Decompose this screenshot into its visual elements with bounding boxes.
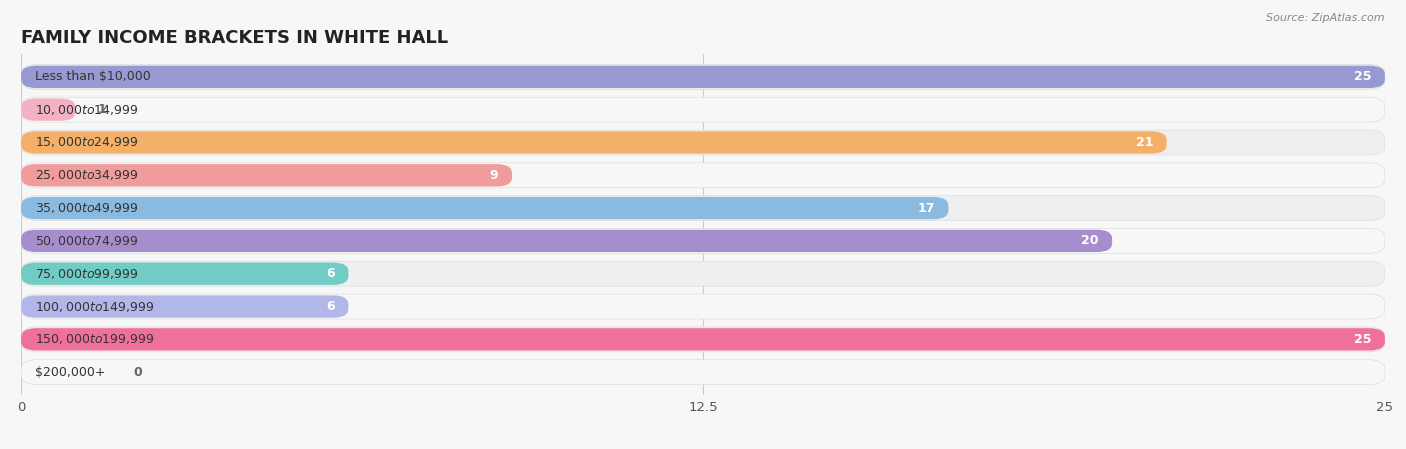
Text: 6: 6 [326,267,335,280]
Text: 6: 6 [326,300,335,313]
Text: $15,000 to $24,999: $15,000 to $24,999 [35,136,138,150]
FancyBboxPatch shape [21,66,1385,88]
Text: 9: 9 [489,169,499,182]
FancyBboxPatch shape [21,229,1385,253]
FancyBboxPatch shape [21,64,1385,89]
FancyBboxPatch shape [21,164,512,186]
Text: 1: 1 [97,103,107,116]
FancyBboxPatch shape [21,230,1112,252]
Text: $200,000+: $200,000+ [35,365,105,379]
FancyBboxPatch shape [21,97,1385,122]
Text: FAMILY INCOME BRACKETS IN WHITE HALL: FAMILY INCOME BRACKETS IN WHITE HALL [21,29,449,47]
FancyBboxPatch shape [21,295,349,318]
FancyBboxPatch shape [21,328,1385,351]
Text: $10,000 to $14,999: $10,000 to $14,999 [35,103,138,117]
Text: 21: 21 [1136,136,1153,149]
FancyBboxPatch shape [21,327,1385,352]
Text: $150,000 to $199,999: $150,000 to $199,999 [35,332,155,346]
FancyBboxPatch shape [21,261,1385,286]
Text: $25,000 to $34,999: $25,000 to $34,999 [35,168,138,182]
FancyBboxPatch shape [21,360,1385,385]
FancyBboxPatch shape [21,197,949,219]
Text: Source: ZipAtlas.com: Source: ZipAtlas.com [1267,13,1385,23]
Text: $35,000 to $49,999: $35,000 to $49,999 [35,201,138,215]
Text: $75,000 to $99,999: $75,000 to $99,999 [35,267,138,281]
FancyBboxPatch shape [21,196,1385,220]
FancyBboxPatch shape [21,163,1385,188]
FancyBboxPatch shape [21,130,1385,155]
Text: 20: 20 [1081,234,1098,247]
Text: 25: 25 [1354,70,1371,84]
FancyBboxPatch shape [21,294,1385,319]
Text: 0: 0 [134,365,142,379]
FancyBboxPatch shape [21,263,349,285]
Text: 25: 25 [1354,333,1371,346]
Text: 17: 17 [917,202,935,215]
Text: $100,000 to $149,999: $100,000 to $149,999 [35,299,155,313]
Text: Less than $10,000: Less than $10,000 [35,70,150,84]
FancyBboxPatch shape [21,131,1167,154]
Text: $50,000 to $74,999: $50,000 to $74,999 [35,234,138,248]
FancyBboxPatch shape [21,98,76,121]
